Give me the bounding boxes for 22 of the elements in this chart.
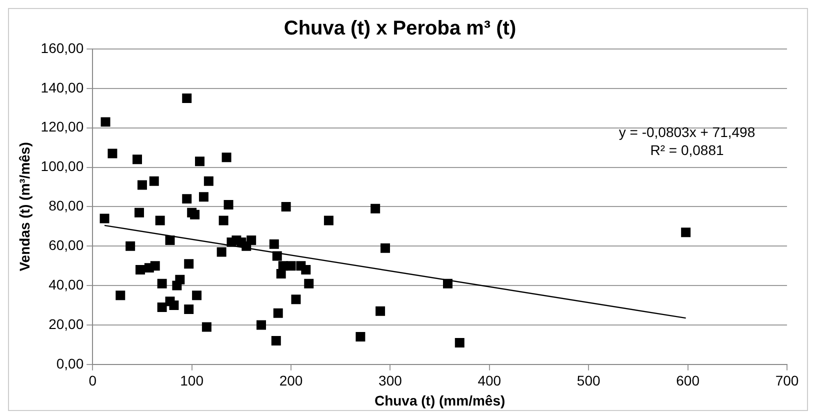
x-tick-label: 400: [478, 372, 502, 389]
y-axis-title: Vendas (t) (m³/mês): [16, 142, 32, 272]
annotation: R² = 0,0881: [650, 142, 724, 158]
x-tick-label: 700: [775, 372, 799, 389]
x-tick-label: 200: [279, 372, 303, 389]
x-tick-label: 300: [378, 372, 402, 389]
y-tick-label: 160,00: [40, 40, 84, 56]
y-tick-label: 100,00: [40, 158, 84, 174]
x-tick-label: 500: [576, 372, 600, 389]
chart-title: Chuva (t) x Peroba m³ (t): [284, 18, 516, 40]
x-tick-label: 100: [180, 372, 204, 389]
y-tick-label: 0,00: [56, 355, 84, 372]
y-tick-label: 140,00: [40, 79, 84, 96]
x-tick-label: 0: [88, 372, 97, 389]
y-tick-label: 120,00: [40, 118, 84, 135]
annotation: y = -0,0803x + 71,498: [618, 124, 756, 140]
x-axis-title: Chuva (t) (mm/mês): [374, 392, 506, 408]
y-tick-label: 20,00: [48, 316, 84, 332]
y-tick-label: 80,00: [48, 198, 84, 214]
y-tick-label: 40,00: [48, 276, 84, 292]
x-tick-label: 600: [676, 372, 700, 389]
y-tick-label: 60,00: [48, 236, 84, 253]
